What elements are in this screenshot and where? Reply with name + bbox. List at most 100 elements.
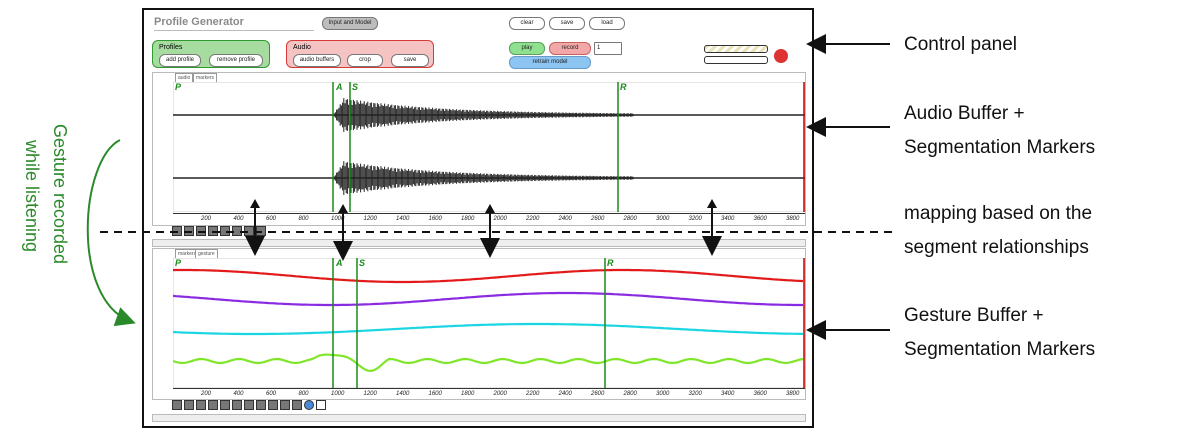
audio-label: Audio [293,44,311,51]
add-profile-button[interactable]: add profile [159,54,201,67]
input-and-model-button[interactable]: Input and Model [322,17,378,30]
mapping-arrowhead-up [485,204,495,213]
mapping-arrowhead-up [707,199,717,208]
gesture-marker-label-a: A [336,258,343,268]
ruler-tick-label: 1000 [331,391,345,397]
remove-profile-button[interactable]: remove profile [209,54,263,67]
gesture-recorded-label-line2: while listening [22,140,42,253]
marker-label-a: A [336,82,343,92]
mapping-label-line1: mapping based on the [904,203,1093,224]
ruler-tick-label: 800 [298,391,309,397]
gesture-marker-label-r: R [607,258,614,268]
clear-button[interactable]: clear [509,17,545,30]
audio-buffer-panel: audio markers P A S R 200 400 600 800 1000 12… [152,72,806,226]
audio-buffer-label-line1: Audio Buffer + [904,103,1025,124]
ruler-tick-label: 3200 [688,391,702,397]
gesture-curve-0 [173,268,804,284]
ruler-tick-label: 1400 [396,391,410,397]
ruler-tick-label: 1600 [428,391,442,397]
gesture-line-tool-icon[interactable] [268,400,278,410]
gesture-recorded-curve-arrow [86,139,136,327]
ruler-tick-label: 2800 [623,216,637,222]
save-button[interactable]: save [549,17,585,30]
ruler-tick-label: 600 [266,216,277,222]
audio-waveform-bottom [333,161,634,195]
ruler-tick-label: 1000 [331,216,345,222]
ruler-tick-label: 3400 [721,216,735,222]
audio-scrollbar[interactable] [152,239,806,247]
ruler-tick-label: 2200 [526,391,540,397]
app-window: Profile Generator Input and Model clear … [142,8,814,428]
gesture-toolbar [172,400,326,412]
ruler-tick-label: 2000 [493,216,507,222]
gesture-curve-tool-icon[interactable] [244,400,254,410]
audio-save-button[interactable]: save [391,54,429,67]
audio-waveform-top [333,98,634,132]
mapping-arrowhead-up [338,204,348,213]
ruler-tick-label: 1200 [363,216,377,222]
ruler-tick-label: 1800 [461,391,475,397]
ruler-tick-label: 3600 [753,391,767,397]
gesture-curve-3 [173,353,804,373]
mapping-arrowhead-up [250,199,260,208]
ruler-tick-label: 600 [266,391,277,397]
marker-label-p: P [175,82,182,92]
ruler-tick-label: 400 [233,216,244,222]
gesture-info-icon[interactable] [304,400,314,410]
gesture-pencil-tool-icon[interactable] [184,400,194,410]
gesture-recorded-label-line1: Gesture recorded [50,124,70,265]
gesture-settings-tool-icon[interactable] [292,400,302,410]
ruler-tick-label: 3200 [688,216,702,222]
ruler-tick-label: 2400 [558,391,572,397]
gesture-marker-tool-icon[interactable] [208,400,218,410]
marker-label-s: S [352,82,359,92]
speaker-mute-icon[interactable] [774,49,788,63]
ruler-tick-label: 2600 [591,216,605,222]
ruler-tick-label: 200 [201,216,212,222]
gesture-time-ruler: 200 400 600 800 1000 1200 1400 1600 1800 2000 2200… [173,388,805,399]
ruler-tick-label: 1600 [428,216,442,222]
gesture-cut-tool-icon[interactable] [280,400,290,410]
gesture-list-icon[interactable] [316,400,326,410]
record-number-field[interactable]: 1 [594,42,622,55]
marker-label-r: R [620,82,627,92]
mapping-label-line2: segment relationships [904,237,1089,258]
gesture-buffer-label-line1: Gesture Buffer + [904,305,1044,326]
ruler-tick-label: 3000 [656,391,670,397]
ruler-tick-label: 3800 [786,216,800,222]
gesture-grid-tool-icon[interactable] [256,400,266,410]
ruler-tick-label: 3800 [786,391,800,397]
load-button[interactable]: load [589,17,625,30]
audio-buffers-button[interactable]: audio buffers [293,54,341,67]
record-button[interactable]: record [549,42,591,55]
waveform-path [333,161,634,195]
app-title: Profile Generator [154,16,314,31]
gesture-wave-tool-icon[interactable] [232,400,242,410]
ruler-tick-label: 2600 [591,391,605,397]
gesture-lines-view[interactable] [173,258,805,388]
gesture-marker-label-s: S [359,258,366,268]
gesture-square-tool-icon[interactable] [220,400,230,410]
gesture-buffer-panel: markers gesture P A S R 200 400 600 800 1000… [152,248,806,400]
audio-waveform-view[interactable] [173,82,805,212]
crop-button[interactable]: crop [347,54,383,67]
retrain-model-button[interactable]: retrain model [509,56,591,69]
segment-mapping-arrows [245,199,722,269]
gesture-select-tool-icon[interactable] [172,400,182,410]
profiles-group: Profiles add profile remove profile [152,40,270,68]
gesture-scrollbar[interactable] [152,414,806,422]
control-panel-label: Control panel [904,34,1018,55]
play-button[interactable]: play [509,42,545,55]
ruler-tick-label: 3400 [721,391,735,397]
ruler-tick-label: 2400 [558,216,572,222]
profiles-label: Profiles [159,44,183,51]
ruler-tick-label: 2800 [623,391,637,397]
audio-group: Audio audio buffers crop save [286,40,434,68]
progress-bar [704,56,768,64]
gesture-curves [173,268,804,373]
ruler-tick-label: 1200 [363,391,377,397]
ruler-tick-label: 200 [201,391,212,397]
ruler-tick-label: 800 [298,216,309,222]
gesture-marker-label-p: P [175,258,182,268]
gesture-move-tool-icon[interactable] [196,400,206,410]
